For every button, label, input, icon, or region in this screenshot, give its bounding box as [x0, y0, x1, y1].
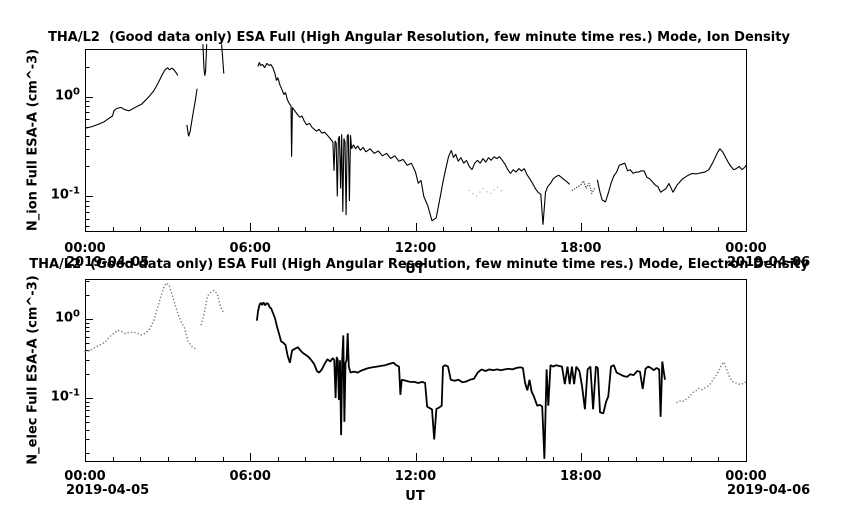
series-ion-gap-segment — [186, 88, 198, 137]
x-tick-label: 06:00 — [229, 469, 271, 484]
x-axis-label-ut-top-panel: UT — [405, 262, 425, 277]
panel-title-ion-density: THA/L2 (Good data only) ESA Full (High A… — [48, 30, 790, 45]
date-label-right-top-panel: 2019-04-06 — [727, 255, 811, 270]
plot-frame — [84, 278, 748, 463]
x-tick-label: 12:00 — [394, 241, 437, 256]
series-ion-dotted — [571, 181, 595, 195]
series-elec-dotted-late — [676, 362, 747, 404]
series-ion-main — [257, 62, 571, 225]
date-label-left-bottom-panel: 2019-04-05 — [66, 483, 150, 498]
date-label-left-top-panel: 2019-04-05 — [66, 255, 150, 270]
x-tick-label: 00:00 — [64, 241, 106, 256]
y-tick-label: 100 — [54, 85, 80, 104]
y-axis-label-ion: N_ion Full ESA-A (cm^-3) — [25, 48, 41, 232]
series-elec-dotted-early-2 — [200, 289, 224, 326]
x-tick-label: 06:00 — [229, 241, 271, 256]
x-axis-label-ut-bottom-panel: UT — [405, 489, 425, 504]
series-ion-specks — [468, 186, 503, 197]
series-ion-rise — [84, 67, 179, 129]
series-elec-dotted-early — [84, 283, 196, 353]
panel-title-electron-density: THA/L2 (Good data only) ESA Full (High A… — [29, 257, 809, 272]
y-tick-label: 100 — [54, 308, 80, 326]
y-tick-label: 10-1 — [50, 185, 80, 204]
date-label-right-bottom-panel: 2019-04-06 — [727, 483, 811, 498]
x-tick-label: 18:00 — [560, 469, 602, 484]
series-elec-main — [256, 301, 666, 459]
y-axis-label-electron: N_elec Full ESA-A (cm^-3) — [25, 275, 41, 465]
plot-frame — [84, 48, 748, 233]
x-tick-label: 00:00 — [725, 241, 767, 256]
x-tick-label: 00:00 — [64, 469, 106, 484]
series-ion-spike-1 — [202, 44, 208, 76]
x-tick-label: 12:00 — [394, 469, 437, 484]
ion-density-chart — [84, 44, 748, 233]
series-ion-tail — [596, 148, 747, 203]
x-tick-label: 18:00 — [560, 241, 602, 256]
series-ion-spike-2 — [221, 44, 225, 74]
electron-density-chart — [84, 278, 748, 463]
x-tick-label: 00:00 — [725, 469, 767, 484]
y-tick-label: 10-1 — [50, 387, 80, 405]
